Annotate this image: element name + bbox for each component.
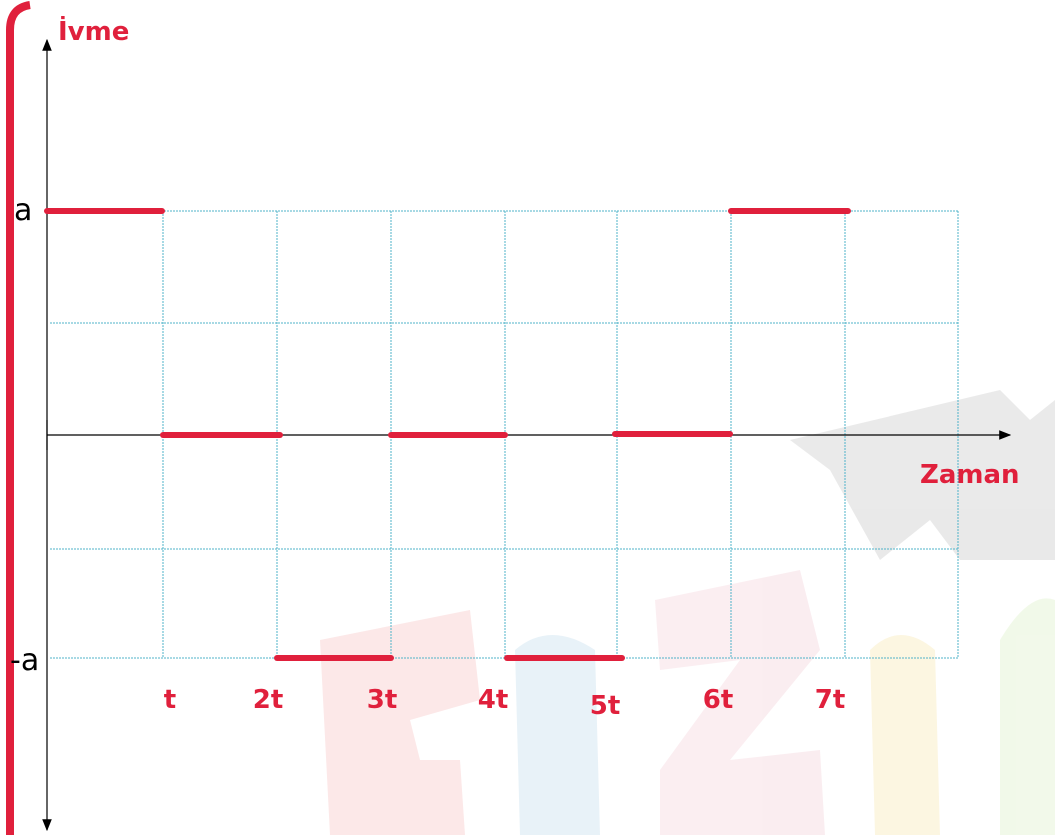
x-tick-label: 4t xyxy=(478,685,509,715)
x-axis-label: Zaman xyxy=(920,460,1020,490)
y-tick-label: -a xyxy=(10,643,39,678)
y-tick-label: a xyxy=(14,193,32,228)
x-tick-label: 7t xyxy=(815,685,846,715)
x-tick-label: 3t xyxy=(367,685,398,715)
x-tick-label: t xyxy=(164,685,176,715)
watermark xyxy=(320,390,1055,835)
x-tick-label: 6t xyxy=(703,685,734,715)
x-tick-label: 2t xyxy=(253,685,284,715)
acceleration-segments xyxy=(44,208,851,661)
x-tick-label: 5t xyxy=(590,691,621,721)
frame-bar xyxy=(6,1,31,835)
y-axis-label: İvme xyxy=(58,15,129,47)
